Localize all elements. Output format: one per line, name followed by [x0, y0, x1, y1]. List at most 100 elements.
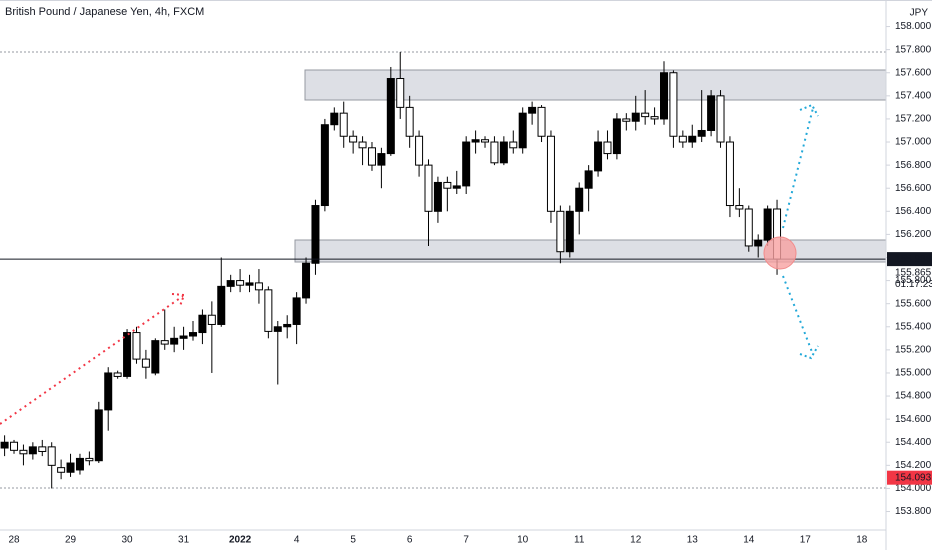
candle-body: [697, 129, 706, 137]
candle-body: [113, 372, 122, 377]
x-tick-label: 17: [800, 535, 812, 546]
candle-body: [302, 262, 311, 299]
candle-body: [452, 185, 461, 189]
y-tick-label: 154.200: [895, 460, 932, 471]
candle-body: [490, 141, 499, 164]
x-tick-label: 12: [630, 535, 642, 546]
y-tick-label: 154.800: [895, 391, 932, 402]
candle-body: [339, 112, 348, 137]
candle-body: [132, 332, 141, 360]
candle-body: [612, 118, 621, 155]
candle-body: [151, 340, 160, 374]
candle-body: [443, 181, 452, 189]
x-tick-label: 28: [8, 535, 20, 546]
x-tick-label: 6: [407, 535, 413, 546]
candle-body: [66, 462, 75, 473]
x-tick-label: 31: [178, 535, 190, 546]
candle-body: [75, 457, 84, 471]
y-tick-label: 155.200: [895, 345, 932, 356]
y-tick-label: 156.600: [895, 183, 932, 194]
candle-body: [386, 78, 395, 155]
x-tick-label: 30: [121, 535, 133, 546]
y-tick-label: 155.400: [895, 321, 932, 332]
x-tick-label: 10: [517, 535, 529, 546]
candle-body: [584, 170, 593, 189]
y-tick-label: 154.000: [895, 483, 932, 494]
y-tick-label: 156.400: [895, 206, 932, 217]
candle-body: [707, 95, 716, 131]
currency-label: JPY: [910, 8, 929, 19]
y-tick-label: 157.600: [895, 67, 932, 78]
candle-body: [546, 135, 555, 212]
y-tick-label: 157.200: [895, 114, 932, 125]
candle-body: [217, 285, 226, 325]
candle-body: [518, 112, 527, 149]
candle-body: [28, 446, 37, 455]
highlight-circle: [763, 236, 797, 270]
candle-body: [433, 181, 442, 212]
candle-body: [499, 141, 508, 164]
y-tick-label: 157.400: [895, 90, 932, 101]
price-label-box: [887, 252, 932, 267]
candle-body: [179, 335, 188, 339]
y-tick-label: 158.000: [895, 21, 932, 32]
candle-body: [358, 141, 367, 149]
price-label: 154.093: [895, 472, 932, 483]
y-tick-label: 157.800: [895, 44, 932, 55]
y-tick-label: 156.800: [895, 160, 932, 171]
candle-body: [207, 314, 216, 325]
price-label: 155.986: [895, 254, 932, 265]
candle-body: [104, 372, 113, 411]
candle-body: [622, 118, 631, 122]
candle-body: [650, 116, 659, 120]
candle-body: [678, 135, 687, 143]
y-tick-label: 155.600: [895, 298, 932, 309]
candle-body: [565, 210, 574, 253]
x-tick-label: 18: [856, 535, 868, 546]
candle-body: [264, 289, 273, 332]
candle-body: [528, 106, 537, 114]
projection-down: [782, 275, 813, 353]
candle-body: [660, 72, 668, 120]
candle-body: [716, 95, 725, 143]
candle-body: [198, 314, 207, 334]
candle-body: [349, 135, 358, 143]
arrow-head: [799, 103, 819, 117]
candle-body: [160, 340, 169, 345]
candle-body: [594, 141, 603, 172]
candle-body: [245, 282, 254, 286]
y-tick-label: 157.000: [895, 137, 932, 148]
x-tick-label: 4: [294, 535, 300, 546]
candle-body: [85, 457, 94, 462]
chart-title: British Pound / Japanese Yen, 4h, FXCM: [5, 6, 204, 18]
y-tick-label: 156.200: [895, 229, 932, 240]
y-tick-label: 155.000: [895, 368, 932, 379]
candle-body: [226, 280, 235, 287]
candle-body: [396, 78, 405, 108]
candle-body: [462, 141, 471, 187]
candle-body: [254, 282, 263, 291]
candle-body: [744, 208, 753, 247]
x-tick-label: 14: [743, 535, 755, 546]
x-tick-label: 11: [574, 535, 585, 546]
candle-body: [170, 337, 179, 345]
y-tick-label: 153.800: [895, 506, 932, 517]
countdown: 01:17:23: [895, 279, 932, 290]
candle-body: [415, 135, 424, 166]
candle-body: [754, 239, 763, 247]
candle-body: [0, 441, 9, 449]
y-tick-label: 154.400: [895, 437, 932, 448]
candle-body: [603, 141, 612, 155]
y-axis: 153.800 154.000 154.200 154.400 154.600 154.8…: [8, 21, 932, 546]
candle-body: [631, 112, 640, 122]
candle-body: [763, 208, 772, 241]
price-label-box: [887, 470, 932, 485]
candles: [0, 51, 886, 489]
candle-body: [575, 187, 584, 212]
candle-body: [735, 205, 744, 210]
candle-body: [367, 147, 376, 166]
candle-body: [669, 72, 678, 137]
projection-up: [782, 107, 814, 229]
candle-body: [189, 332, 197, 337]
